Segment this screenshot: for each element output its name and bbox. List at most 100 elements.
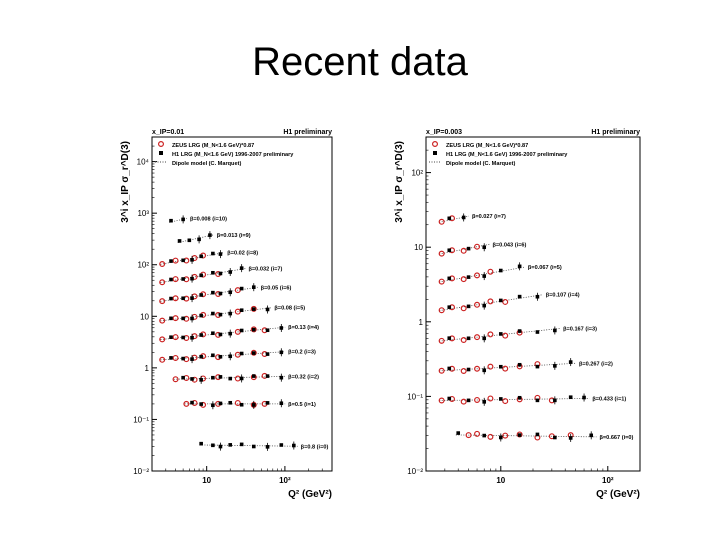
- h1-point: [218, 312, 223, 317]
- h1-point: [265, 328, 270, 333]
- h1-point: [199, 354, 203, 359]
- zeus-point: [487, 433, 494, 440]
- h1-point: [466, 336, 471, 341]
- h1-point: [553, 364, 557, 368]
- h1-point: [199, 313, 203, 318]
- dipole-curve: [439, 266, 525, 283]
- y-tick-label: 10: [140, 312, 149, 321]
- series-beta-label: β=0.267 (i=2): [579, 361, 613, 367]
- h1-point: [535, 294, 540, 299]
- zeus-point: [159, 356, 166, 363]
- y-tick-label: 10³: [137, 209, 149, 218]
- zeus-point: [159, 317, 166, 324]
- h1-point: [251, 444, 256, 449]
- chart-right: x_IP=0.003 H1 preliminary 10² 10 1 10⁻¹ 10⁻² 10…: [394, 129, 641, 500]
- zeus-point: [487, 298, 494, 305]
- h1-point: [218, 291, 223, 296]
- h1-point: [265, 352, 270, 356]
- h1-point: [251, 351, 256, 355]
- h1-point: [228, 443, 233, 447]
- h1-point: [482, 368, 487, 373]
- legend-marker-zeus: [157, 141, 164, 148]
- h1-point: [568, 436, 573, 440]
- chart-left: x_IP=0.01 H1 preliminary 10⁴ 10³ 10² 10 1 10⁻¹ 1…: [120, 129, 333, 500]
- h1-point: [190, 316, 194, 321]
- h1-point: [239, 286, 244, 291]
- y-axis-label: 3^i x_IP σ_r^D(3): [394, 141, 405, 223]
- h1-point: [447, 276, 452, 281]
- h1-point: [553, 435, 557, 440]
- series-beta-label: β=0.027 (i=7): [472, 214, 506, 220]
- h1-point: [218, 375, 223, 379]
- legend-marker-h1: [159, 151, 163, 155]
- h1-point: [211, 443, 215, 448]
- h1-point: [181, 217, 185, 222]
- y-tick-label: 10⁴: [137, 158, 150, 167]
- zeus-point: [474, 301, 481, 308]
- h1-point: [553, 328, 557, 333]
- dipole-curve: [177, 234, 214, 244]
- zeus-point: [250, 326, 257, 333]
- h1-point: [447, 305, 452, 309]
- h1-point: [239, 266, 244, 270]
- legend-marker-h1: [433, 151, 437, 155]
- zeus-point: [159, 279, 166, 286]
- series-beta-label: β=0.2 (i=3): [288, 350, 316, 356]
- header-xip: x_IP=0.003: [426, 129, 462, 136]
- h1-point: [265, 445, 270, 449]
- y-tick-label: 10⁻¹: [133, 415, 149, 424]
- h1-point: [211, 353, 215, 358]
- zeus-point: [502, 365, 509, 372]
- h1-point: [239, 376, 244, 381]
- h1-point: [482, 303, 487, 308]
- h1-point: [447, 248, 452, 253]
- h1-point: [239, 402, 244, 407]
- zeus-point: [183, 400, 190, 407]
- zeus-point: [460, 367, 467, 374]
- h1-point: [535, 432, 540, 437]
- h1-point: [211, 270, 215, 275]
- zeus-point: [502, 398, 509, 405]
- legend-label: Dipole model (C. Marquet): [172, 161, 241, 167]
- h1-point: [279, 443, 284, 447]
- legend-label: Dipole model (C. Marquet): [446, 161, 515, 167]
- legend-label: ZEUS LRG (M_N<1.6 GeV)*0.87: [172, 143, 254, 149]
- zeus-point: [159, 336, 166, 343]
- h1-point: [169, 296, 173, 301]
- zeus-point: [460, 305, 467, 312]
- h1-point: [517, 329, 522, 333]
- zeus-point: [172, 376, 179, 383]
- y-tick-label: 1: [145, 364, 150, 373]
- h1-point: [498, 364, 503, 369]
- h1-point: [211, 251, 215, 256]
- h1-point: [279, 375, 284, 380]
- h1-point: [535, 330, 540, 334]
- y-tick-label: 10²: [411, 169, 423, 178]
- h1-point: [498, 332, 503, 336]
- y-axis-label: 3^i x_IP σ_r^D(3): [120, 141, 131, 223]
- h1-point: [447, 366, 452, 371]
- h1-point: [169, 316, 173, 321]
- h1-point: [177, 239, 182, 243]
- legend-label: H1 LRG (M_N<1.6 GeV) 1996-2007 prelimina…: [446, 152, 568, 158]
- series-beta-label: β=0.8 (i=0): [301, 444, 329, 450]
- h1-point: [251, 327, 256, 332]
- h1-point: [466, 304, 471, 309]
- series-beta-label: β=0.32 (i=2): [288, 374, 319, 380]
- h1-point: [169, 335, 173, 340]
- h1-point: [228, 331, 233, 336]
- zeus-point: [474, 396, 481, 403]
- zeus-point: [250, 305, 257, 312]
- h1-point: [535, 364, 540, 369]
- h1-point: [498, 435, 503, 440]
- zeus-point: [438, 250, 445, 257]
- h1-point: [239, 308, 244, 313]
- zeus-point: [438, 278, 445, 285]
- h1-point: [279, 326, 284, 330]
- series-beta-label: β=0.05 (i=6): [261, 285, 292, 291]
- h1-point: [208, 233, 212, 237]
- h1-point: [251, 307, 256, 311]
- h1-point: [482, 274, 487, 278]
- h1-point: [190, 335, 194, 340]
- dipole-curve: [160, 351, 286, 361]
